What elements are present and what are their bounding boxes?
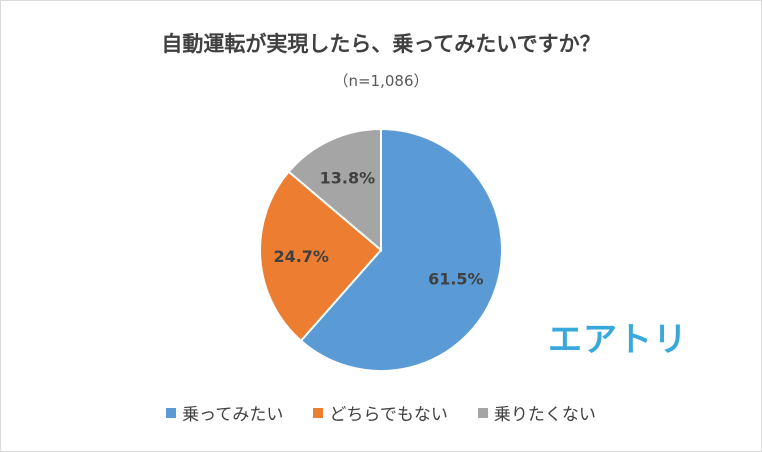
brand-logo: エアトリ [548,320,688,360]
pie-slice [259,170,383,343]
legend-item: 乗りたくない [477,400,596,425]
legend-swatch [166,407,177,418]
pie-slice [287,127,382,253]
slice-data-label: 13.8% [320,168,376,187]
slice-data-label: 61.5% [428,269,484,288]
slice-data-label: 24.7% [273,247,329,266]
legend-item: 乗ってみたい [166,400,283,425]
legend-label: どちらでもない [329,405,448,425]
legend-label: 乗りたくない [493,405,596,425]
legend-item: どちらでもない [313,400,448,425]
legend-label: 乗ってみたい [182,405,284,425]
legend-swatch [313,407,324,418]
chart-subtitle: （n=1,086） [333,72,429,90]
pie-slice [299,127,503,372]
legend-swatch [477,407,488,418]
chart-title: 自動運転が実現したら、乗ってみたいですか？ [161,32,601,56]
legend: 乗ってみたい どちらでもない 乗りたくない [0,400,762,425]
